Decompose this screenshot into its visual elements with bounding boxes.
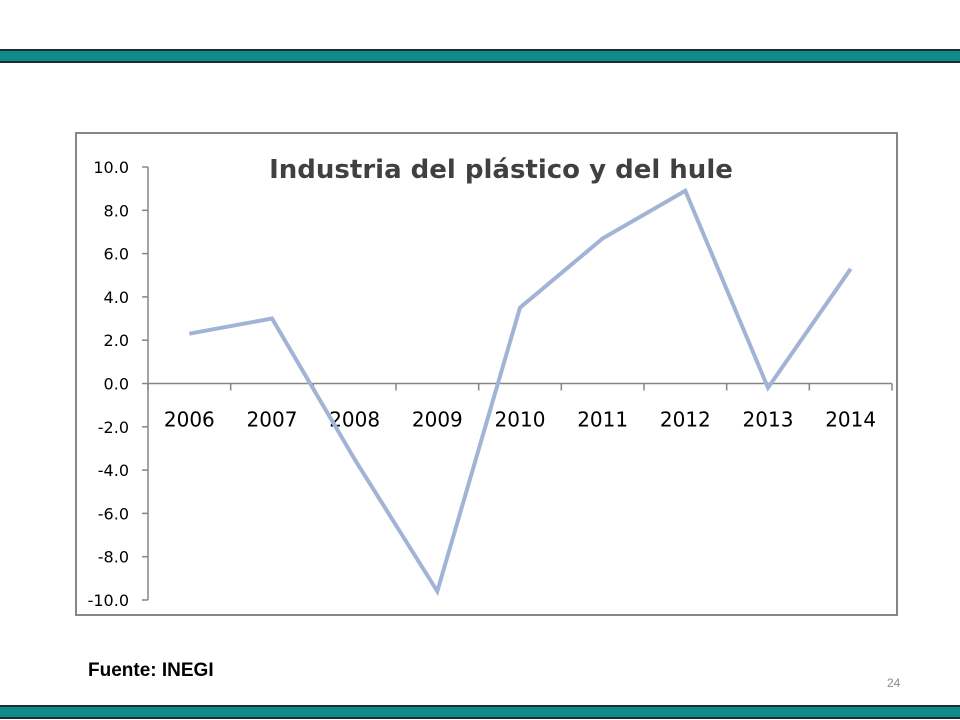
page-number: 24 bbox=[887, 676, 901, 690]
y-tick-label: -8.0 bbox=[98, 548, 129, 567]
y-tick-label: -4.0 bbox=[98, 461, 129, 480]
top-decorative-band bbox=[0, 49, 960, 63]
bottom-decorative-band bbox=[0, 705, 960, 719]
x-tick-label: 2009 bbox=[412, 408, 463, 432]
x-tick-label: 2007 bbox=[247, 408, 298, 432]
series-line bbox=[188, 187, 853, 597]
y-tick-label: 6.0 bbox=[104, 245, 129, 264]
x-tick-label: 2006 bbox=[164, 408, 215, 432]
x-tick-label: 2014 bbox=[825, 408, 876, 432]
axes: 10.0 8.0 6.0 4.0 2.0 0.0 -2.0 -4.0 -6.0 -8.0 -10.0… bbox=[88, 158, 893, 610]
x-tick-label: 2010 bbox=[495, 408, 546, 432]
x-tick-label: 2012 bbox=[660, 408, 711, 432]
chart-frame: Industria del plástico y del hule 10.0 8.… bbox=[75, 132, 898, 616]
x-tick-label: 2011 bbox=[577, 408, 628, 432]
y-tick-label: -2.0 bbox=[98, 418, 129, 437]
y-tick-label: 8.0 bbox=[104, 201, 129, 220]
y-tick-label: 2.0 bbox=[104, 331, 129, 350]
y-tick-label: -6.0 bbox=[98, 504, 129, 523]
x-tick-label: 2013 bbox=[743, 408, 794, 432]
y-tick-label: 0.0 bbox=[104, 375, 129, 394]
series-layer bbox=[188, 187, 853, 597]
y-tick-label: 10.0 bbox=[93, 158, 129, 177]
source-note: Fuente: INEGI bbox=[88, 660, 214, 681]
y-tick-label: 4.0 bbox=[104, 288, 129, 307]
chart-title: Industria del plástico y del hule bbox=[269, 155, 733, 185]
y-tick-label: -10.0 bbox=[88, 591, 129, 610]
line-chart: Industria del plástico y del hule 10.0 8.… bbox=[88, 155, 893, 610]
